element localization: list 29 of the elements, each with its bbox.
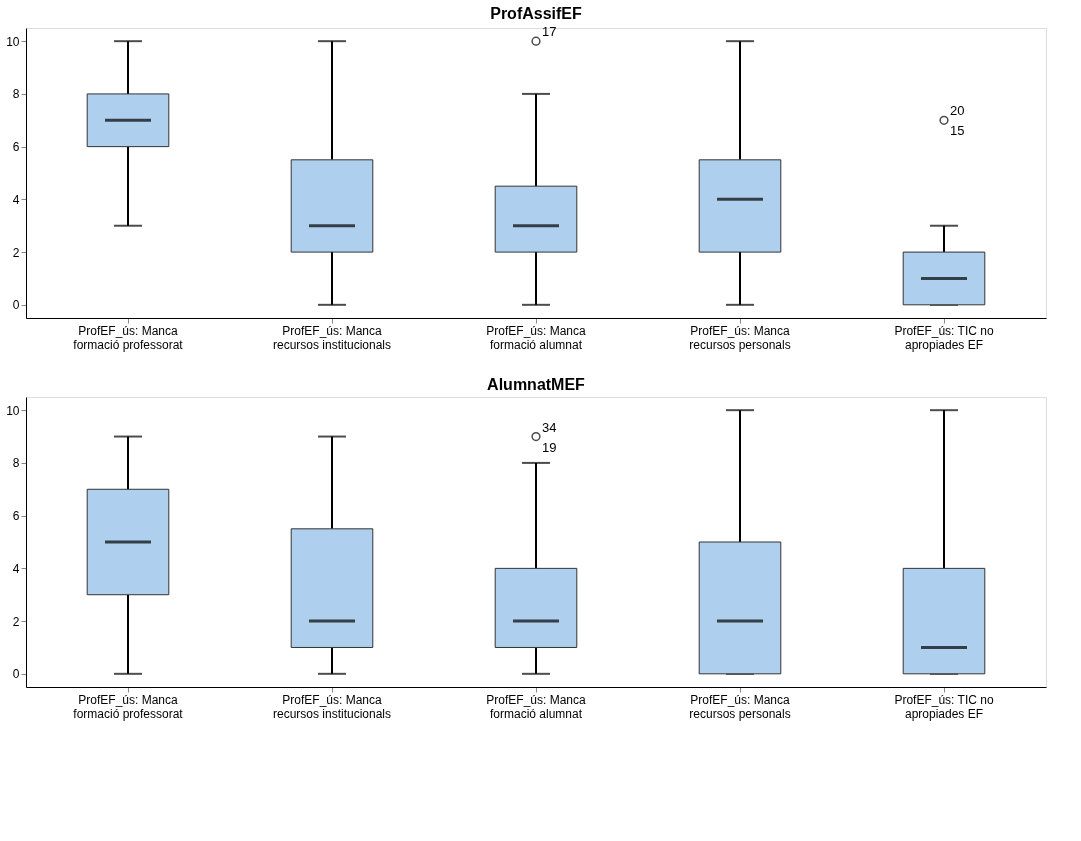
y-tick-label: 2 [12,614,20,629]
chart-title: ProfAssifEF [490,5,583,23]
y-tick-label: 10 [6,34,20,49]
y-tick-label: 10 [6,403,20,418]
annotation: 15 [950,123,965,139]
x-tick-label: ProfEF_ús: TIC no apropiades EF [894,323,994,352]
y-tick-label: 8 [12,87,20,102]
y-tick-label: 2 [12,245,20,260]
y-tick-label: 6 [12,509,20,524]
x-tick-label: ProfEF_ús: Manca recursos personals [689,692,791,721]
y-tick-label: 4 [12,561,20,576]
annotation: 17 [542,24,557,40]
x-tick-label: ProfEF_ús: TIC no apropiades EF [894,692,994,721]
x-tick-label: ProfEF_ús: Manca recursos institucionals [272,692,392,721]
y-tick-label: 0 [12,298,20,313]
x-tick-label: ProfEF_ús: Manca formació alumnat [486,692,587,721]
y-tick-label: 0 [12,667,20,682]
x-tick-label: ProfEF_ús: Manca formació alumnat [486,323,587,352]
x-tick-label: ProfEF_ús: Manca formació professorat [73,692,184,721]
annotation: 20 [950,103,965,119]
x-tick-label: ProfEF_ús: Manca recursos personals [689,323,791,352]
x-tick-label: ProfEF_ús: Manca formació professorat [73,323,184,352]
x-tick-label: ProfEF_ús: Manca recursos institucionals [272,323,392,352]
annotation: 19 [542,439,557,455]
y-tick-label: 6 [12,140,20,155]
chart-title: AlumnatMEF [487,376,586,393]
y-tick-label: 4 [12,192,20,207]
y-tick-label: 8 [12,456,20,471]
annotation: 34 [542,419,557,435]
